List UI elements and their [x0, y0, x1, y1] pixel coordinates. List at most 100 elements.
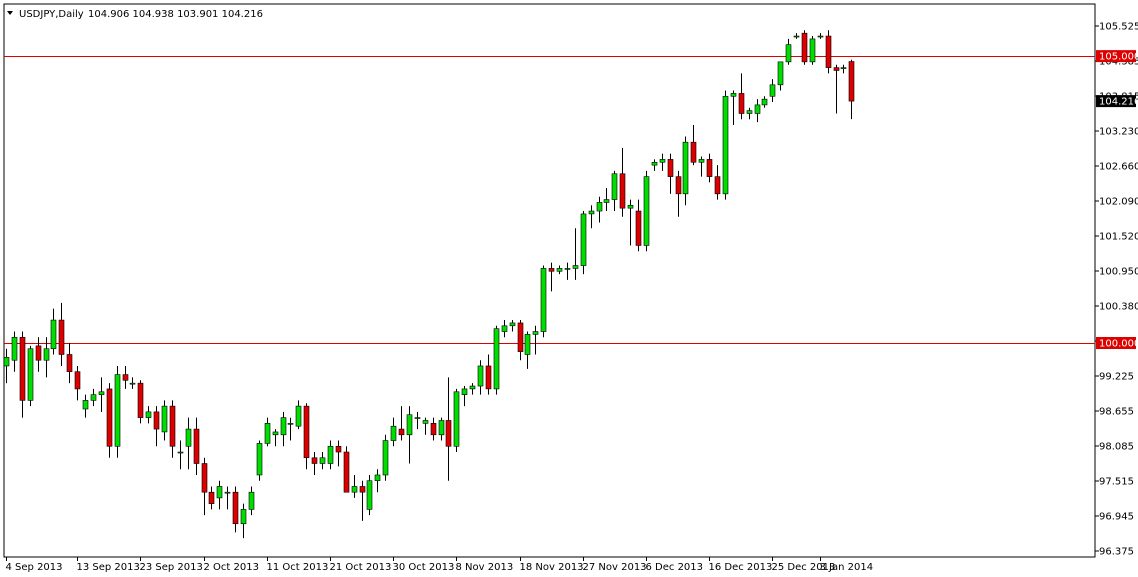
candle — [295, 400, 302, 430]
candle — [430, 417, 437, 441]
chart-header: USDJPY,Daily 104.906 104.938 103.901 104… — [7, 9, 263, 20]
candle — [303, 403, 310, 470]
candle — [58, 302, 65, 366]
x-tick-label: 25 Dec 2013 — [772, 562, 836, 573]
candle-body — [272, 431, 279, 436]
candle-body — [651, 161, 658, 166]
candle — [177, 440, 184, 470]
x-tick-label: 16 Dec 2013 — [709, 562, 773, 573]
candle-body — [714, 176, 721, 195]
y-tick-label: 102.090 — [1099, 197, 1138, 208]
candle — [74, 365, 81, 401]
current-price-label: 104.216 — [1096, 95, 1138, 108]
current-price-bg — [1096, 95, 1136, 108]
candle-body — [58, 319, 65, 355]
candle-body — [90, 394, 97, 401]
candle-body — [35, 345, 42, 361]
candle-body — [801, 32, 808, 63]
candle-body — [185, 428, 192, 447]
candle-body — [366, 480, 373, 510]
candle-body — [667, 159, 674, 177]
candle — [769, 79, 776, 103]
candle — [287, 417, 294, 441]
candle-body — [161, 405, 168, 433]
candle-body — [137, 382, 144, 418]
candle-body — [754, 104, 761, 114]
candle — [398, 406, 405, 441]
candle — [682, 136, 689, 206]
candle-body — [3, 357, 10, 367]
candle — [580, 211, 587, 275]
plot-area — [3, 3, 1096, 558]
candle-body — [122, 374, 129, 381]
candle — [603, 188, 610, 212]
candle-body — [611, 173, 618, 200]
candle — [627, 199, 634, 246]
candle-body — [682, 141, 689, 195]
candle-body — [129, 382, 136, 385]
candle — [438, 417, 445, 441]
candle — [240, 503, 247, 539]
candle-body — [603, 199, 610, 203]
candle-body — [82, 400, 89, 410]
candle-body — [422, 420, 429, 424]
candle-body — [833, 67, 840, 71]
candle-body — [635, 210, 642, 246]
candle — [256, 440, 263, 481]
x-tick-label: 8 Nov 2013 — [456, 562, 514, 573]
candle-body — [280, 417, 287, 436]
candle-body — [817, 35, 824, 38]
candle — [761, 96, 768, 108]
candle-body — [532, 331, 539, 335]
candle — [66, 343, 73, 384]
x-tick-label: 3 Jan 2014 — [820, 562, 874, 573]
candle — [366, 474, 373, 516]
candle-body — [50, 319, 57, 350]
candle — [556, 265, 563, 275]
candle-body — [201, 463, 208, 493]
candle — [659, 153, 666, 171]
candle-body — [848, 61, 855, 102]
x-tick-label: 6 Dec 2013 — [646, 562, 704, 573]
candle-body — [769, 84, 776, 97]
candle — [90, 388, 97, 407]
candle — [264, 417, 271, 447]
candle-body — [722, 95, 729, 195]
candle-body — [153, 411, 160, 430]
candle-body — [430, 423, 437, 436]
candle — [667, 153, 674, 194]
candle — [27, 345, 34, 407]
candle — [169, 400, 176, 458]
candle — [414, 411, 421, 430]
y-tick-label: 105.525 — [1099, 22, 1138, 33]
candle-body — [564, 268, 571, 270]
dropdown-triangle-icon[interactable] — [7, 11, 13, 15]
candle — [161, 400, 168, 441]
candle — [129, 377, 136, 389]
candle — [335, 440, 342, 467]
candle — [730, 90, 737, 125]
candle-body — [74, 371, 81, 390]
candle-body — [114, 374, 121, 447]
candle-body — [469, 385, 476, 390]
candle — [35, 337, 42, 372]
price-labels: 105.000 100.000 104.216 — [1096, 50, 1138, 350]
candle-body — [556, 268, 563, 272]
x-tick-label: 11 Oct 2013 — [267, 562, 329, 573]
candle-body — [311, 457, 318, 464]
candle-body — [327, 445, 334, 464]
ohlc-readout: 104.906 104.938 103.901 104.216 — [88, 9, 263, 20]
candle — [137, 380, 144, 424]
candle — [43, 337, 50, 378]
candle-body — [785, 44, 792, 63]
candle — [82, 394, 89, 418]
y-tick-label: 98.085 — [1099, 442, 1134, 453]
candle — [840, 64, 847, 74]
candle — [572, 228, 579, 280]
candle — [548, 262, 555, 292]
candle-body — [809, 38, 816, 63]
candle-body — [398, 428, 405, 436]
candle-body — [643, 176, 650, 246]
current-price-text: 104.216 — [1099, 97, 1138, 108]
